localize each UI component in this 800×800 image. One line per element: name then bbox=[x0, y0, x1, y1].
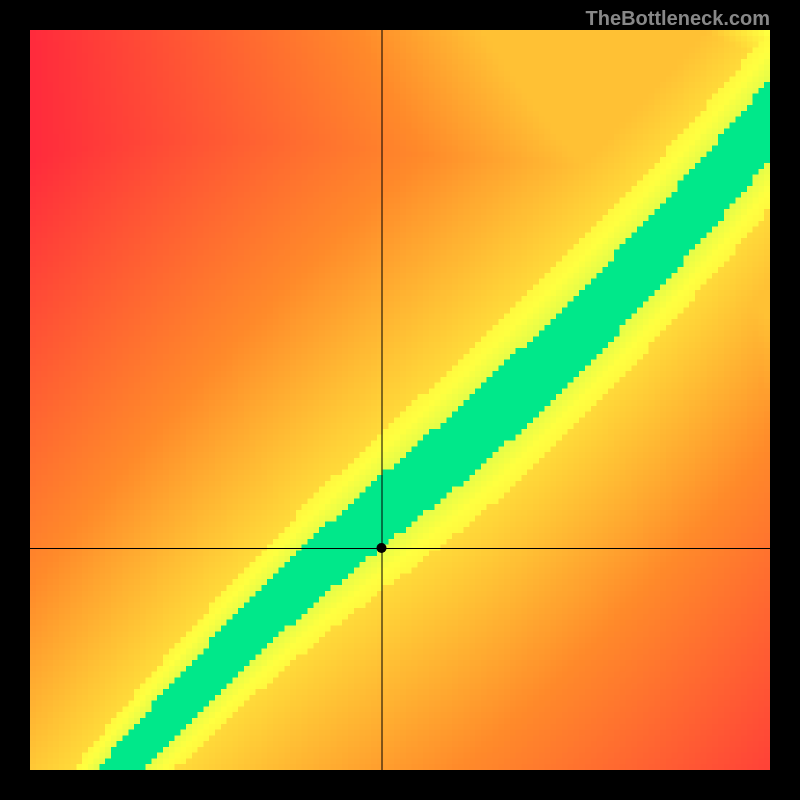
watermark-text: TheBottleneck.com bbox=[586, 8, 770, 31]
crosshair-overlay bbox=[30, 30, 770, 770]
chart-container: TheBottleneck.com bbox=[0, 0, 800, 800]
